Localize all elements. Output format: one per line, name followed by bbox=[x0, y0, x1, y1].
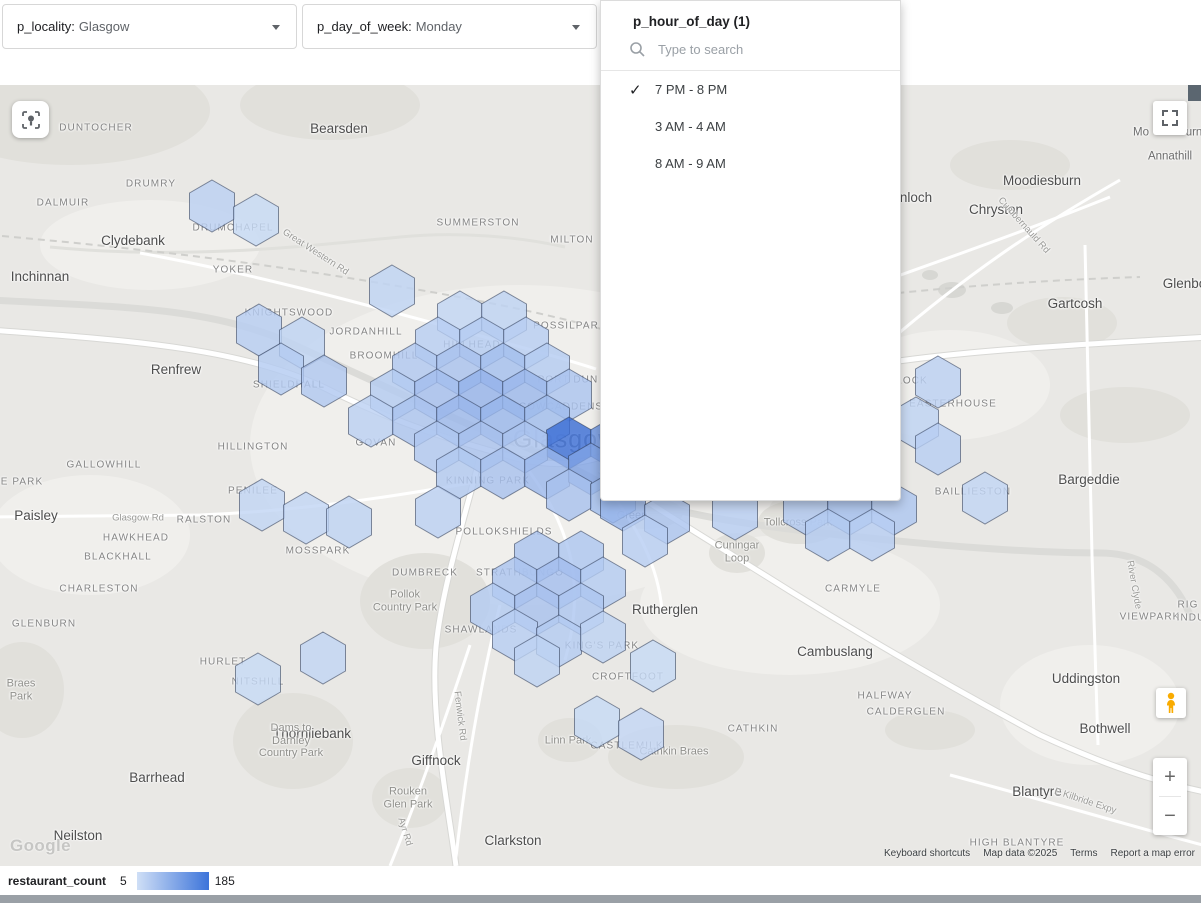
dropdown-search bbox=[601, 37, 900, 70]
filter-day-of-week[interactable]: p_day_of_week: Monday bbox=[302, 4, 597, 49]
terms-link[interactable]: Terms bbox=[1070, 848, 1098, 859]
vertical-scrollbar-thumb[interactable] bbox=[1188, 85, 1201, 101]
legend-gradient bbox=[136, 872, 209, 890]
map-data-text: Map data ©2025 bbox=[983, 848, 1058, 859]
chevron-down-icon bbox=[272, 25, 280, 30]
legend-title: restaurant_count bbox=[8, 874, 107, 888]
map-pin-viewfinder-icon bbox=[21, 110, 40, 129]
dropdown-option-label: 3 AM - 4 AM bbox=[655, 119, 726, 134]
horizontal-scrollbar[interactable] bbox=[0, 895, 1201, 903]
legend-min-value: 5 bbox=[120, 874, 127, 888]
dropdown-title: p_hour_of_day (1) bbox=[633, 14, 751, 29]
fullscreen-button[interactable] bbox=[1153, 101, 1187, 135]
filter-dropdown-panel: p_hour_of_day (1) ✓ 7 PM - 8 PM 3 AM - 4 A… bbox=[600, 0, 901, 501]
chevron-down-icon bbox=[572, 25, 580, 30]
pegman-icon bbox=[1167, 692, 1175, 713]
keyboard-shortcuts-link[interactable]: Keyboard shortcuts bbox=[884, 848, 971, 859]
filter-locality[interactable]: p_locality: Glasgow bbox=[2, 4, 297, 49]
dropdown-options: ✓ 7 PM - 8 PM 3 AM - 4 AM 8 AM - 9 AM bbox=[601, 71, 900, 182]
map-view-control-button[interactable] bbox=[12, 101, 49, 138]
dropdown-option[interactable]: ✓ 7 PM - 8 PM bbox=[601, 71, 900, 108]
divider bbox=[601, 70, 900, 71]
zoom-in-button[interactable]: + bbox=[1164, 765, 1176, 788]
filter-locality-value: Glasgow bbox=[78, 19, 130, 34]
filter-day-value: Monday bbox=[415, 19, 462, 34]
zoom-out-button[interactable]: − bbox=[1164, 804, 1176, 827]
filter-locality-label: p_locality: bbox=[17, 19, 75, 34]
map-attribution: Keyboard shortcuts Map data ©2025 Terms … bbox=[884, 848, 1195, 859]
google-logo: Google bbox=[10, 836, 71, 855]
pegman-button[interactable] bbox=[1156, 688, 1186, 718]
fullscreen-icon bbox=[1162, 110, 1178, 126]
dropdown-option[interactable]: 3 AM - 4 AM bbox=[601, 108, 900, 145]
dropdown-option-label: 7 PM - 8 PM bbox=[655, 82, 728, 97]
dropdown-option[interactable]: 8 AM - 9 AM bbox=[601, 145, 900, 182]
report-error-link[interactable]: Report a map error bbox=[1110, 848, 1195, 859]
zoom-control: + − bbox=[1153, 758, 1187, 835]
search-icon bbox=[630, 42, 645, 57]
search-input[interactable] bbox=[656, 41, 870, 58]
dropdown-option-label: 8 AM - 9 AM bbox=[655, 156, 726, 171]
legend-bar: restaurant_count 5 185 bbox=[0, 866, 1201, 896]
zoom-divider bbox=[1159, 796, 1181, 797]
legend-max-value: 185 bbox=[214, 874, 235, 888]
filter-day-label: p_day_of_week: bbox=[317, 19, 412, 34]
check-icon: ✓ bbox=[629, 81, 642, 99]
